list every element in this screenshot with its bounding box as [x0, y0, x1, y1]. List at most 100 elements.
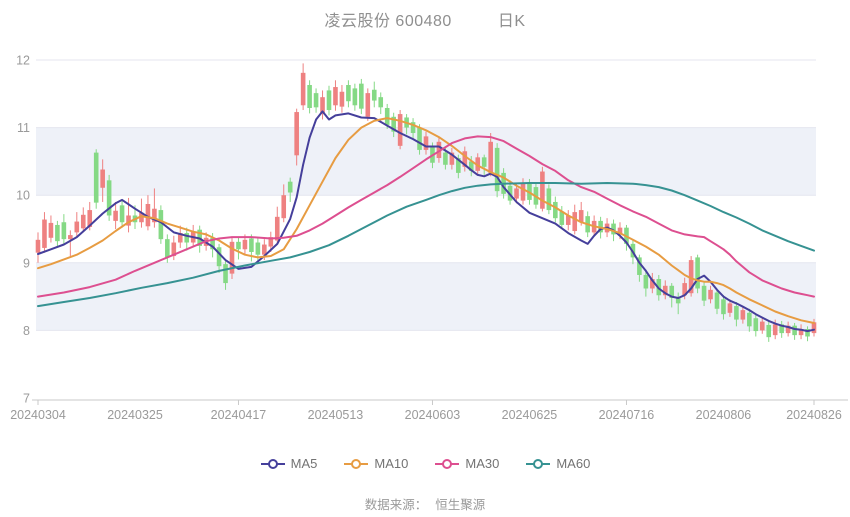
candle[interactable] — [326, 85, 332, 116]
y-axis-label: 7 — [23, 392, 30, 406]
candle[interactable] — [721, 295, 726, 320]
candle[interactable] — [119, 200, 125, 228]
candle[interactable] — [313, 88, 319, 113]
candle[interactable] — [68, 230, 73, 257]
candle[interactable] — [410, 118, 416, 140]
candle[interactable] — [378, 92, 384, 115]
candle[interactable] — [637, 254, 642, 282]
candle[interactable] — [766, 320, 772, 342]
candle[interactable] — [650, 272, 655, 294]
candle[interactable] — [468, 155, 474, 177]
candle[interactable] — [397, 110, 403, 150]
candle[interactable] — [695, 254, 700, 294]
candle[interactable] — [675, 292, 681, 315]
candle[interactable] — [223, 259, 228, 290]
stock-name-code: 凌云股份 600480 — [324, 13, 452, 30]
candle[interactable] — [339, 85, 345, 113]
candle[interactable] — [449, 147, 455, 170]
candle[interactable] — [740, 306, 746, 324]
candle[interactable] — [475, 153, 481, 175]
background-bands — [36, 127, 816, 331]
candle[interactable] — [546, 184, 552, 215]
candle[interactable] — [365, 88, 371, 121]
candle[interactable] — [294, 108, 299, 166]
candle[interactable] — [184, 227, 190, 251]
candle[interactable] — [785, 321, 791, 337]
candle[interactable] — [417, 124, 422, 155]
candle[interactable] — [216, 243, 222, 273]
candle[interactable] — [320, 90, 325, 120]
candle[interactable] — [643, 269, 649, 297]
candle[interactable] — [462, 146, 468, 172]
candle[interactable] — [106, 174, 112, 221]
candle[interactable] — [255, 238, 261, 265]
candle[interactable] — [481, 154, 487, 175]
candle[interactable] — [346, 80, 351, 108]
candle[interactable] — [734, 302, 739, 327]
candle[interactable] — [494, 143, 500, 198]
candle[interactable] — [333, 80, 338, 111]
candle[interactable] — [307, 80, 312, 114]
candle[interactable] — [152, 188, 157, 228]
candle[interactable] — [93, 149, 99, 209]
candle[interactable] — [779, 320, 784, 338]
candle[interactable] — [708, 285, 713, 304]
candle[interactable] — [792, 322, 797, 340]
legend-label: MA5 — [290, 456, 318, 471]
candle[interactable] — [423, 131, 429, 155]
chart-period-label: 日K — [497, 13, 526, 30]
candle[interactable] — [565, 210, 571, 231]
candle[interactable] — [145, 195, 151, 231]
candle[interactable] — [391, 112, 396, 138]
legend-label: MA60 — [556, 456, 591, 471]
candle[interactable] — [190, 224, 196, 247]
candle[interactable] — [662, 280, 668, 300]
candle[interactable] — [80, 207, 86, 233]
candle[interactable] — [100, 159, 105, 202]
candle[interactable] — [759, 316, 765, 334]
candle[interactable] — [158, 205, 164, 244]
candle[interactable] — [55, 220, 60, 247]
x-axis-label: 20240325 — [107, 408, 163, 422]
y-axis-labels: 7 8 9 10 11 12 — [16, 54, 30, 406]
candle[interactable] — [359, 78, 364, 115]
candle[interactable] — [805, 326, 810, 342]
legend-item-ma60[interactable]: MA60 — [525, 456, 590, 471]
candle[interactable] — [74, 212, 80, 238]
data-source: 数据来源： 恒生聚源 — [0, 494, 850, 513]
candle[interactable] — [714, 288, 720, 315]
candle[interactable] — [798, 324, 804, 340]
candle[interactable] — [701, 281, 707, 307]
candle[interactable] — [42, 212, 47, 253]
candle[interactable] — [488, 133, 493, 177]
candle[interactable] — [747, 308, 752, 332]
legend-item-ma10[interactable]: MA10 — [343, 456, 408, 471]
candle[interactable] — [35, 232, 41, 263]
candle[interactable] — [727, 299, 733, 317]
candle[interactable] — [281, 184, 287, 223]
candle[interactable] — [669, 283, 675, 308]
candle[interactable] — [371, 81, 377, 108]
legend-label: MA30 — [465, 456, 500, 471]
x-axis-label: 20240806 — [696, 408, 752, 422]
candle[interactable] — [177, 225, 183, 248]
candle[interactable] — [753, 314, 759, 337]
candle[interactable] — [48, 215, 54, 243]
candle[interactable] — [300, 63, 306, 111]
x-axis — [32, 399, 848, 405]
candle[interactable] — [553, 196, 558, 223]
candle[interactable] — [229, 237, 235, 280]
candle[interactable] — [811, 318, 817, 337]
candle[interactable] — [540, 166, 545, 212]
candle[interactable] — [171, 235, 177, 261]
candle[interactable] — [113, 201, 118, 229]
kline-chart[interactable]: 7 8 9 10 11 12 20240304 20240325 20240417 2024051… — [0, 0, 850, 450]
candle[interactable] — [559, 206, 565, 229]
legend-item-ma30[interactable]: MA30 — [434, 456, 499, 471]
candle[interactable] — [352, 83, 358, 111]
candle[interactable] — [287, 177, 293, 202]
candle[interactable] — [61, 214, 67, 244]
legend-item-ma5[interactable]: MA5 — [260, 456, 318, 471]
candle[interactable] — [236, 237, 241, 260]
